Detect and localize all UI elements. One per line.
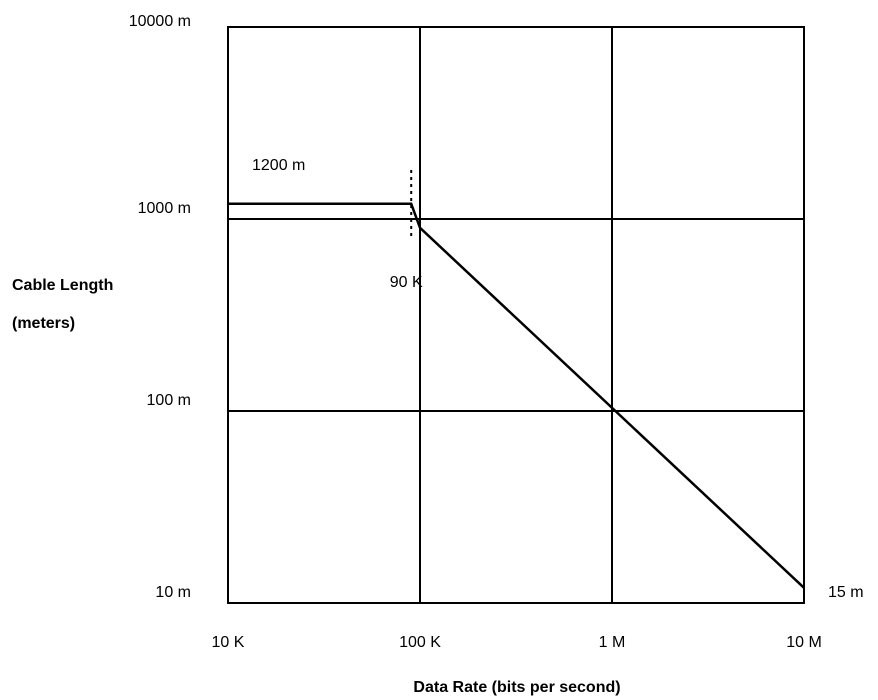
plot-frame (227, 26, 805, 604)
y-tick-label: 10000 m (129, 13, 191, 30)
series-line (228, 202, 805, 589)
x-tick-label: 10 K (212, 634, 245, 651)
series-layer (228, 202, 805, 589)
x-axis-label: Data Rate (bits per second) (413, 679, 620, 696)
annotation-layer: 1200 m 90 K 15 m (252, 157, 864, 601)
grid (228, 27, 804, 603)
y-axis-label-line-2: (meters) (12, 315, 75, 332)
y-tick-label: 1000 m (138, 200, 191, 217)
annotation-label: 1200 m (252, 157, 305, 174)
y-axis-label-line-1: Cable Length (12, 277, 113, 294)
y-tick-label: 10 m (155, 584, 191, 601)
tick-labels: 10 K 100 K 1 M 10 M 10 m 100 m 1000 m 10000 m (129, 13, 822, 651)
y-tick-label: 100 m (147, 392, 191, 409)
x-tick-label: 100 K (399, 634, 441, 651)
x-tick-label: 10 M (786, 634, 822, 651)
annotation-label: 15 m (828, 584, 864, 601)
annotation-label: 90 K (390, 274, 423, 291)
x-tick-label: 1 M (599, 634, 626, 651)
